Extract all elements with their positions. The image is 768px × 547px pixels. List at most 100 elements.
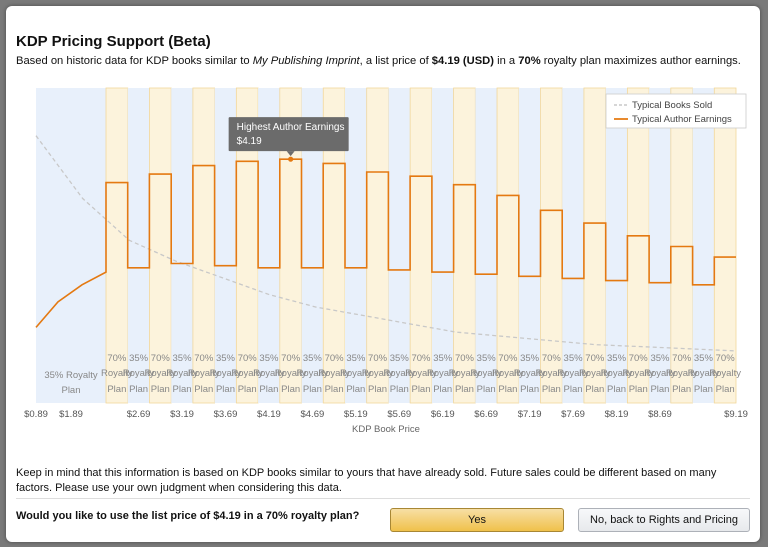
x-tick-label: $9.19 — [724, 409, 748, 420]
x-tick-label: $7.69 — [561, 409, 585, 420]
band-label: Plan — [411, 384, 430, 395]
band-35-12 — [344, 88, 367, 403]
legend-label-author-earnings: Typical Author Earnings — [632, 114, 732, 125]
band-label: Plan — [607, 384, 626, 395]
band-label: Royalty — [644, 368, 676, 379]
subtitle-price: $4.19 (USD) — [431, 55, 494, 67]
band-label: 35% — [520, 353, 540, 364]
band-35-18 — [475, 88, 498, 403]
band-label: Plan — [498, 384, 517, 395]
band-label: Royalty — [123, 368, 155, 379]
band-label: Plan — [390, 384, 409, 395]
confirm-question: Would you like to use the list price of … — [16, 510, 360, 522]
band-label: 35% — [390, 353, 410, 364]
band-label: Plan — [346, 384, 365, 395]
dialog-title: KDP Pricing Support (Beta) — [16, 33, 211, 50]
band-35-14 — [388, 88, 411, 403]
x-axis-label: KDP Book Price — [352, 424, 420, 435]
x-tick-label: $8.19 — [605, 409, 629, 420]
band-35-22 — [562, 88, 584, 403]
band-label: 35% — [477, 353, 497, 364]
band-label: 70% — [716, 353, 736, 364]
band-label: Royalty — [188, 368, 220, 379]
series-author-earnings-line — [35, 158, 736, 328]
x-tick-label: $6.19 — [431, 409, 455, 420]
x-tick-label: $2.69 — [127, 409, 151, 420]
subtitle-text-2: , a list price of — [359, 55, 432, 67]
band-label: Royalty — [144, 368, 176, 379]
band-label: Plan — [650, 384, 669, 395]
band-label: Royalty — [688, 368, 720, 379]
band-label: Plan — [325, 384, 344, 395]
band-label: 35% — [433, 353, 453, 364]
band-label: 35% — [346, 353, 366, 364]
band-label: Plan — [151, 384, 170, 395]
band-label: 70% — [151, 353, 171, 364]
back-to-rights-button[interactable]: No, back to Rights and Pricing — [578, 508, 750, 532]
band-label: 35% — [607, 353, 627, 364]
disclaimer-note: Keep in mind that this information is ba… — [16, 467, 717, 494]
band-label: Royalty — [405, 368, 437, 379]
x-tick-label: $3.69 — [214, 409, 238, 420]
band-label: Plan — [107, 384, 126, 395]
subtitle-imprint: My Publishing Imprint — [252, 55, 360, 67]
subtitle-text-4: royalty plan maximizes author earnings. — [540, 55, 741, 67]
x-tick-label: $4.19 — [257, 409, 281, 420]
band-35-16 — [431, 88, 454, 403]
band-label: Royalty — [514, 368, 546, 379]
x-tick-label: $1.89 — [59, 409, 83, 420]
x-tick-label: $4.69 — [300, 409, 324, 420]
band-label: 35% — [173, 353, 193, 364]
band-label: Royalty — [601, 368, 633, 379]
subtitle-text-3: in a — [493, 55, 519, 67]
band-35-28 — [692, 88, 715, 403]
band-label: Plan — [716, 384, 735, 395]
band-label: Plan — [585, 384, 604, 395]
yes-button[interactable]: Yes — [390, 508, 564, 532]
band-label: Plan — [455, 384, 474, 395]
band-label: Plan — [629, 384, 648, 395]
band-label: 70% — [585, 353, 605, 364]
band-label: Royalty — [166, 368, 198, 379]
legend-label-books-sold: Typical Books Sold — [632, 100, 712, 111]
legend-box — [605, 93, 747, 129]
band-label: Plan — [216, 384, 235, 395]
band-label: Royalty — [231, 368, 263, 379]
band-label: Plan — [259, 384, 278, 395]
band-label: 70% — [107, 353, 127, 364]
band-label: Royalty — [101, 368, 133, 379]
band-label: 70% — [281, 353, 301, 364]
subtitle-text-1: Based on historic data for KDP books sim… — [16, 55, 253, 67]
band-35-0 — [36, 88, 106, 403]
pricing-chart: 35% Royalty Plan 70% Royalty Plan 35% Royalty P… — [24, 87, 748, 435]
band-label: 70% — [194, 353, 214, 364]
series-books-sold-line — [35, 135, 737, 352]
band-label: Royalty — [253, 368, 285, 379]
band-label: Royalty — [340, 368, 372, 379]
band-label: Plan — [173, 384, 192, 395]
band-label: 35% — [650, 353, 670, 364]
band-label: Royalty — [666, 368, 698, 379]
tooltip-title: Highest Author Earnings — [237, 122, 345, 133]
tooltip-value: $4.19 — [237, 136, 262, 147]
x-tick-label: $3.19 — [170, 409, 194, 420]
band-label: 70% — [455, 353, 475, 364]
band-label: Royalty — [427, 368, 459, 379]
band-label: 35% — [303, 353, 323, 364]
band-label: 70% — [368, 353, 388, 364]
band-label: Royalty — [492, 368, 524, 379]
band-35-8 — [258, 88, 280, 403]
band-label: Royalty — [557, 368, 589, 379]
band-label: Royalty — [709, 368, 741, 379]
band-label: Royalty — [470, 368, 502, 379]
band-label: Plan — [303, 384, 322, 395]
band-label: Plan — [433, 384, 452, 395]
band-label: 35% — [564, 353, 584, 364]
pricing-dialog: KDP Pricing Support (Beta) Based on hist… — [6, 6, 760, 542]
band-35-4 — [171, 88, 193, 403]
band-label: Royalty — [318, 368, 350, 379]
x-tick-label: $5.19 — [344, 409, 368, 420]
band-label: 70% — [629, 353, 649, 364]
tooltip-box — [228, 117, 349, 152]
band-35-20 — [518, 88, 541, 403]
